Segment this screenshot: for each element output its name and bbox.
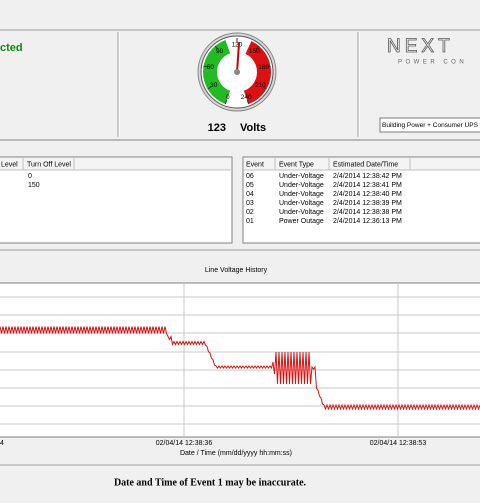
x-tick-label: 4 bbox=[0, 440, 4, 447]
header-cell: Event Type bbox=[279, 161, 314, 168]
gauge-tick-label: 180 bbox=[258, 64, 269, 71]
table-cell: 2/4/2014 12:38:39 PM bbox=[333, 200, 402, 207]
gauge-tick-label: 120 bbox=[232, 42, 243, 49]
table-cell: 0 bbox=[28, 173, 32, 180]
gauge-tick bbox=[207, 86, 212, 90]
voltage-trace bbox=[0, 326, 480, 411]
x-tick-label: 02/04/14 12:38:53 bbox=[370, 440, 427, 447]
logo-brand: NEXT bbox=[387, 36, 454, 57]
table-cell: 2/4/2014 12:38:42 PM bbox=[333, 173, 402, 180]
gauge-unit: Volts bbox=[240, 122, 266, 134]
gauge-tick-label: 150 bbox=[249, 48, 260, 55]
x-tick-label: 02/04/14 12:38:36 bbox=[156, 440, 213, 447]
levels-table bbox=[0, 156, 233, 244]
table-cell: 2/4/2014 12:38:41 PM bbox=[333, 182, 402, 189]
table-cell: 06 bbox=[246, 173, 254, 180]
device-dropdown-text: Building Power + Consumer UPS bbox=[382, 122, 479, 129]
table-cell: 02 bbox=[246, 209, 254, 216]
header-cell: Event bbox=[246, 161, 264, 168]
gauge-value: 123 bbox=[208, 122, 226, 134]
events-table bbox=[242, 156, 480, 244]
chart-title: Line Voltage History bbox=[205, 267, 268, 274]
footer-warning: Date and Time of Event 1 may be inaccura… bbox=[114, 477, 307, 488]
gauge-tick-label: 240 bbox=[241, 94, 252, 101]
plot-area bbox=[0, 282, 480, 438]
gauge-tick-label: 0 bbox=[226, 94, 230, 101]
device-dropdown[interactable] bbox=[379, 117, 480, 133]
header-cell: Level bbox=[1, 161, 18, 168]
gauge-tick bbox=[255, 45, 260, 50]
table-cell: 2/4/2014 12:38:38 PM bbox=[333, 209, 402, 216]
gauge-tick-label: 60 bbox=[207, 64, 215, 71]
gauge-tick bbox=[246, 100, 250, 105]
logo-tagline: POWER CON bbox=[398, 60, 467, 66]
table-cell: 2/4/2014 12:36:13 PM bbox=[333, 218, 402, 225]
gauge-tick bbox=[262, 86, 267, 90]
table-cell: Under-Voltage bbox=[279, 200, 324, 207]
gauge-tick-label: 90 bbox=[216, 48, 224, 55]
header-cell: Turn Off Level bbox=[27, 161, 71, 168]
events-rows: Event Event Type Estimated Date/Time 06 Unde… bbox=[246, 161, 402, 225]
levels-header bbox=[0, 158, 231, 170]
gauge-tick bbox=[203, 65, 208, 68]
table-cell: Under-Voltage bbox=[279, 191, 324, 198]
connection-status: cted bbox=[0, 42, 23, 54]
table-cell: Power Outage bbox=[279, 218, 324, 225]
events-header bbox=[244, 158, 480, 170]
table-cell: Under-Voltage bbox=[279, 209, 324, 216]
gauge-tick-label: 30 bbox=[210, 82, 218, 89]
gauge-tick-label: 210 bbox=[255, 82, 266, 89]
table-cell: Under-Voltage bbox=[279, 173, 324, 180]
table-cell: 03 bbox=[246, 200, 254, 207]
gauge-tick bbox=[266, 65, 271, 68]
gauge-tick bbox=[224, 100, 228, 105]
x-axis-label: Date / Time (mm/dd/yyyy hh:mm:ss) bbox=[180, 450, 292, 457]
table-cell: 01 bbox=[246, 218, 254, 225]
table-cell: 04 bbox=[246, 191, 254, 198]
table-cell: 05 bbox=[246, 182, 254, 189]
gauge-needle bbox=[236, 42, 241, 73]
gauge-tick bbox=[214, 45, 219, 50]
gauge-hub bbox=[234, 69, 240, 75]
table-cell: Under-Voltage bbox=[279, 182, 324, 189]
header-cell: Estimated Date/Time bbox=[333, 161, 398, 168]
table-cell: 150 bbox=[28, 182, 40, 189]
table-cell: 2/4/2014 12:38:40 PM bbox=[333, 191, 402, 198]
